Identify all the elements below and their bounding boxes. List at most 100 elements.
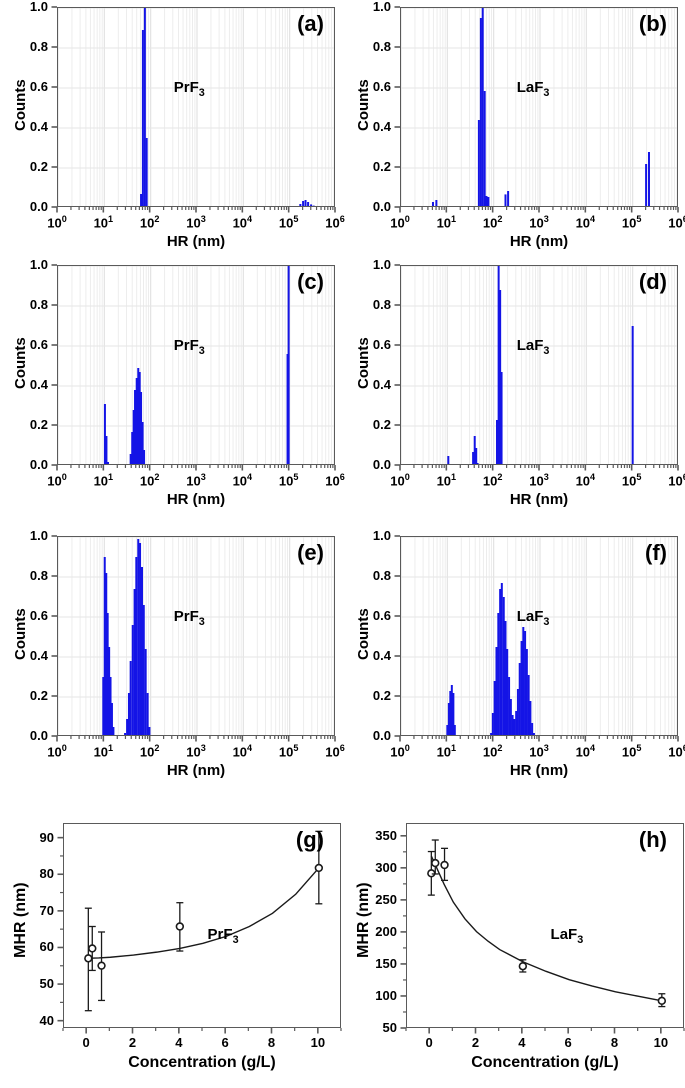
histogram-bar [500,583,503,735]
x-axis-label: HR (nm) [166,491,226,508]
y-tick-label: 60 [39,939,54,955]
panel-letter-e: (e) [297,540,324,565]
x-tick-label: 101 [436,743,457,760]
y-tick-label: 40 [39,1012,54,1028]
plot-frame-g [63,823,341,1028]
histogram-bar [302,201,305,206]
data-point-marker [657,996,667,1006]
histogram-bars [102,539,151,735]
histogram-bar [139,543,142,735]
gridlines [58,266,334,464]
x-tick-label: 105 [621,214,642,231]
plot-canvas-c [58,266,334,464]
histogram-bar [132,410,135,464]
fit-curve [87,867,320,960]
histogram-bar [148,727,151,735]
histogram-bar [508,677,511,735]
x-tick-label: 101 [93,472,114,489]
x-tick-label: 6 [564,1035,572,1050]
histogram-bar [532,733,535,735]
x-tick-label: 102 [482,743,503,760]
data-point-marker [84,954,93,963]
gridlines [58,8,334,206]
histogram-bar [449,691,452,735]
histogram-bar [140,194,143,206]
histogram-bar [524,631,527,735]
histogram-bar [447,456,450,464]
gridlines [401,266,677,464]
y-axis-label: MHR (nm) [12,881,29,958]
x-axis-label: HR (nm) [166,233,226,250]
histogram-bar [485,196,488,206]
plot-frame-a [57,7,335,207]
histogram-bars [431,8,650,207]
y-axis-label: Counts [355,337,372,389]
panel-letter-f: (f) [645,540,667,565]
histogram-bar [647,152,650,206]
plot-frame-c [57,265,335,465]
histogram-bar [135,557,138,735]
x-tick-label: 0 [82,1035,90,1050]
histogram-bar [490,733,493,735]
x-axis-label: HR (nm) [166,762,226,779]
x-axis-label: HR (nm) [509,491,569,508]
x-tick-label: 4 [518,1035,526,1050]
histogram-bar [140,392,143,464]
sample-label-g: PrF3 [207,925,239,946]
histogram-bars [103,266,290,464]
x-tick-label: 102 [482,214,503,231]
y-tick-label: 0.2 [29,688,48,703]
histogram-bar [127,693,130,735]
histogram-bar [141,30,144,206]
x-tick-label: 2 [128,1035,137,1050]
panel-h: 0 2 4 6 8 10 50 100 150 200 250 300 350 Concentration… [343,815,685,1088]
histogram-bar [143,8,146,206]
y-tick-label: 0.8 [29,39,48,54]
panel-c: 100 101 102 103 104 105 106 0.0 0.2 0.4 0.6 0.8 1.0 H… [0,257,345,525]
histogram-bar [489,206,491,207]
panel-letter-h: (h) [638,827,667,852]
histogram-bar [493,681,496,735]
histogram-bar [431,202,434,206]
y-tick-label: 200 [375,923,397,939]
x-tick-label: 106 [325,472,345,489]
y-axis-label: Counts [12,337,29,389]
plot-frame-f [400,536,678,736]
histogram-bar [126,719,129,735]
plot-canvas-h [427,839,667,1008]
histogram-bar [137,368,140,464]
y-tick-label: 0.6 [29,79,48,94]
y-tick-label: 0.2 [372,159,391,174]
sample-label-a: PrF3 [173,79,205,99]
x-tick-label: 102 [139,743,160,760]
histogram-bar [645,164,648,206]
y-tick-label: 0.0 [29,199,48,214]
histogram-bar [479,18,482,206]
y-tick-label: 1.0 [372,257,391,272]
y-tick-label: 0.2 [372,417,391,432]
histogram-bar [499,589,502,735]
x-tick-label: 100 [47,743,67,760]
plot-frame-h [406,823,684,1028]
histogram-bar [307,202,310,206]
histogram-bars [447,266,634,464]
plot-frame-b [400,7,678,207]
histogram-bars [140,8,315,206]
histogram-bar [483,91,486,206]
panel-letter-d: (d) [638,269,667,294]
x-tick-label: 103 [529,214,549,231]
histogram-bar [145,138,148,206]
histogram-bar [131,625,134,735]
y-tick-label: 100 [375,987,397,1003]
plot-frame-e [57,536,335,736]
x-tick-label: 102 [139,472,160,489]
histogram-bar [452,693,455,735]
histogram-bar [520,641,523,735]
x-tick-label: 10 [310,1035,326,1050]
x-tick-label: 101 [93,743,114,760]
x-tick-label: 100 [390,472,410,489]
histogram-bar [106,613,109,735]
histogram-bar [511,715,514,735]
histogram-bar [134,390,137,464]
histogram-bar [141,422,144,464]
